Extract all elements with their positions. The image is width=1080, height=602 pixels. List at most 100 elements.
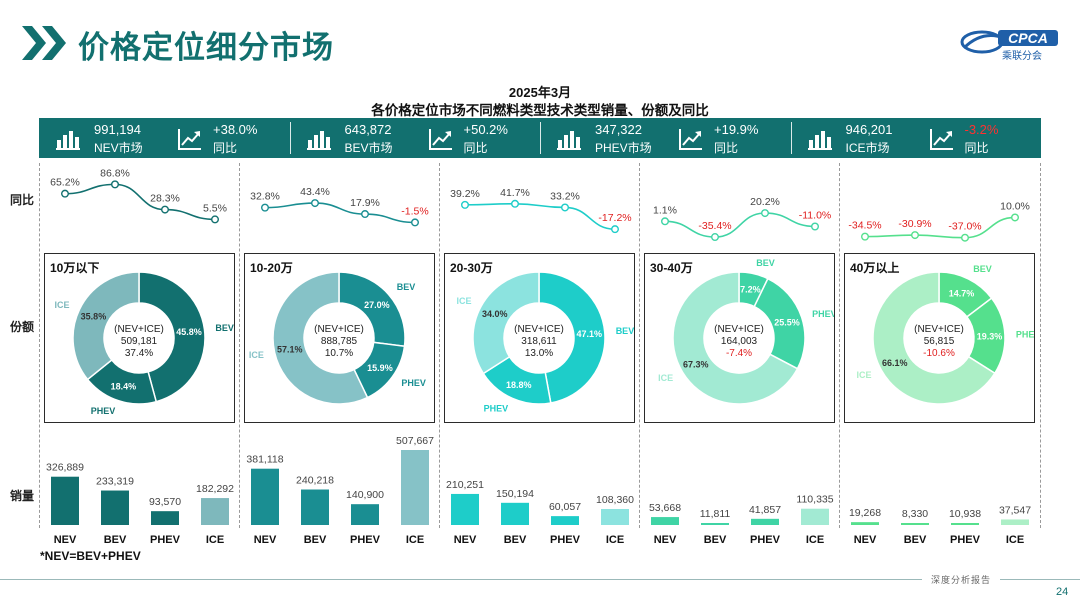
share-name-label: PHEV xyxy=(812,309,834,319)
footer-tag: 深度分析报告 xyxy=(922,574,1000,586)
logo-text: CPCA xyxy=(1008,30,1048,46)
column-divider xyxy=(439,163,441,528)
share-name-label: BEV xyxy=(973,264,992,274)
donut-center-label: -10.6% xyxy=(923,348,955,359)
share-donut: 7.2% BEV 25.5% PHEV 67.3% ICE (NEV+ICE)164,003… xyxy=(658,258,834,405)
summary-yoy: +19.9% xyxy=(714,122,759,137)
yoy-label: 28.3% xyxy=(150,193,180,205)
column-divider xyxy=(239,163,241,528)
share-name-label: ICE xyxy=(55,300,70,310)
donut-center-label: (NEV+ICE) xyxy=(314,324,364,335)
sales-label: 60,057 xyxy=(549,501,581,513)
sales-bar xyxy=(51,476,79,525)
segment-title: 20-30万 xyxy=(450,261,493,275)
sales-bar xyxy=(301,489,329,525)
donut-center-label: (NEV+ICE) xyxy=(114,324,164,335)
category-label: ICE xyxy=(806,534,824,543)
sales-label: 150,194 xyxy=(496,488,534,500)
sales-bar xyxy=(401,450,429,525)
yoy-label: 65.2% xyxy=(50,177,80,189)
yoy-line xyxy=(64,183,216,221)
yoy-line xyxy=(464,203,616,230)
sales-bar xyxy=(701,523,729,525)
share-value-label: 45.8% xyxy=(176,327,202,337)
segment-title: 40万以上 xyxy=(850,261,900,275)
share-name-label: ICE xyxy=(249,350,264,360)
bar-chart-icon xyxy=(807,131,832,150)
sales-label: 507,667 xyxy=(396,435,434,447)
trend-up-icon xyxy=(178,129,201,150)
share-donut: 47.1% BEV 18.8% PHEV 34.0% ICE (NEV+ICE)318,61… xyxy=(456,271,634,414)
share-value-label: 34.0% xyxy=(482,309,508,319)
share-name-label: ICE xyxy=(857,370,872,380)
yoy-label: 86.8% xyxy=(100,167,130,179)
row-label-sales: 销量 xyxy=(10,489,35,503)
category-label: ICE xyxy=(606,534,624,543)
share-donut: 45.8% BEV 18.4% PHEV 35.8% ICE (NEV+ICE)509,18… xyxy=(55,271,234,416)
share-panel: 30-40万 7.2% BEV 25.5% PHEV 67.3% ICE (NEV+ICE) 1… xyxy=(644,253,835,423)
share-name-label: PHEV xyxy=(484,404,509,414)
share-slice xyxy=(472,271,540,375)
yoy-label: 43.4% xyxy=(300,186,330,198)
segment-title: 10万以下 xyxy=(50,261,100,275)
sales-label: 182,292 xyxy=(196,483,234,495)
share-slice xyxy=(538,271,606,404)
sales-label: 41,857 xyxy=(749,504,781,516)
page-title: 价格定位细分市场 xyxy=(78,30,334,65)
segment-chart: 1.1% -35.4% 20.2% -11.0% 53,668 NEV 11,811 BEV 4… xyxy=(649,196,834,543)
segment-chart: 65.2% 86.8% 28.3% 5.5% 326,889 NEV 233,319 BEV 9… xyxy=(46,167,234,543)
yoy-label: -17.2% xyxy=(598,212,631,224)
yoy-point xyxy=(61,189,70,198)
category-label: PHEV xyxy=(750,534,781,543)
yoy-point xyxy=(160,205,169,214)
summary-label: PHEV市场 xyxy=(595,141,652,155)
segment-title: 30-40万 xyxy=(650,261,693,275)
share-value-label: 47.1% xyxy=(577,329,603,339)
yoy-point xyxy=(661,217,670,226)
donut-center-label: (NEV+ICE) xyxy=(714,324,764,335)
footnote: *NEV=BEV+PHEV xyxy=(40,549,141,563)
segment-chart: 32.8% 43.4% 17.9% -1.5% 381,118 NEV 240,218 BEV… xyxy=(246,186,434,543)
share-slice xyxy=(138,271,206,403)
summary-value: 991,194 xyxy=(94,122,141,137)
sales-bar xyxy=(251,468,279,525)
yoy-point xyxy=(461,200,470,209)
summary-yoy-label: 同比 xyxy=(964,141,989,155)
share-slice xyxy=(72,271,140,381)
share-panel: 20-30万 47.1% BEV 18.8% PHEV 34.0% ICE (NEV+ICE)… xyxy=(444,253,635,423)
row-label-share: 份额 xyxy=(10,320,35,334)
summary-value: 946,201 xyxy=(845,122,893,137)
donut-center-label: -7.4% xyxy=(726,348,752,359)
yoy-line xyxy=(664,212,816,238)
category-label: PHEV xyxy=(350,534,381,543)
share-slice xyxy=(672,271,799,405)
category-label: PHEV xyxy=(550,534,581,543)
share-value-label: 25.5% xyxy=(774,318,800,328)
sales-label: 381,118 xyxy=(246,454,283,466)
share-value-label: 18.8% xyxy=(506,380,532,390)
yoy-point xyxy=(861,232,870,241)
yoy-label: -34.5% xyxy=(848,220,881,232)
yoy-point xyxy=(360,210,369,219)
share-value-label: 18.4% xyxy=(111,382,137,392)
segment-chart: -34.5% -30.9% -37.0% 10.0% 19,268 NEV 8,330 BEV… xyxy=(848,200,1031,543)
yoy-label: -37.0% xyxy=(948,221,981,233)
segment-title: 10-20万 xyxy=(250,261,293,275)
summary-banner: 991,194 NEV市场 +38.0% 同比 643,872 BEV市场 +50.2% 同比… xyxy=(39,118,1041,158)
column-divider xyxy=(839,163,841,528)
yoy-label: 1.1% xyxy=(653,204,677,216)
summary-value: 643,872 xyxy=(344,122,392,137)
category-label: ICE xyxy=(1006,534,1024,543)
sales-bar xyxy=(151,511,179,525)
yoy-point xyxy=(510,199,519,208)
sales-bar xyxy=(651,517,679,525)
sales-bar xyxy=(851,522,879,525)
share-name-label: BEV xyxy=(756,258,775,268)
yoy-line xyxy=(864,216,1016,239)
share-name-label: PHEV xyxy=(401,378,426,388)
sales-bar xyxy=(451,493,479,525)
chevron-icon xyxy=(22,26,66,60)
yoy-point xyxy=(1010,213,1019,222)
sales-bar xyxy=(501,502,529,525)
